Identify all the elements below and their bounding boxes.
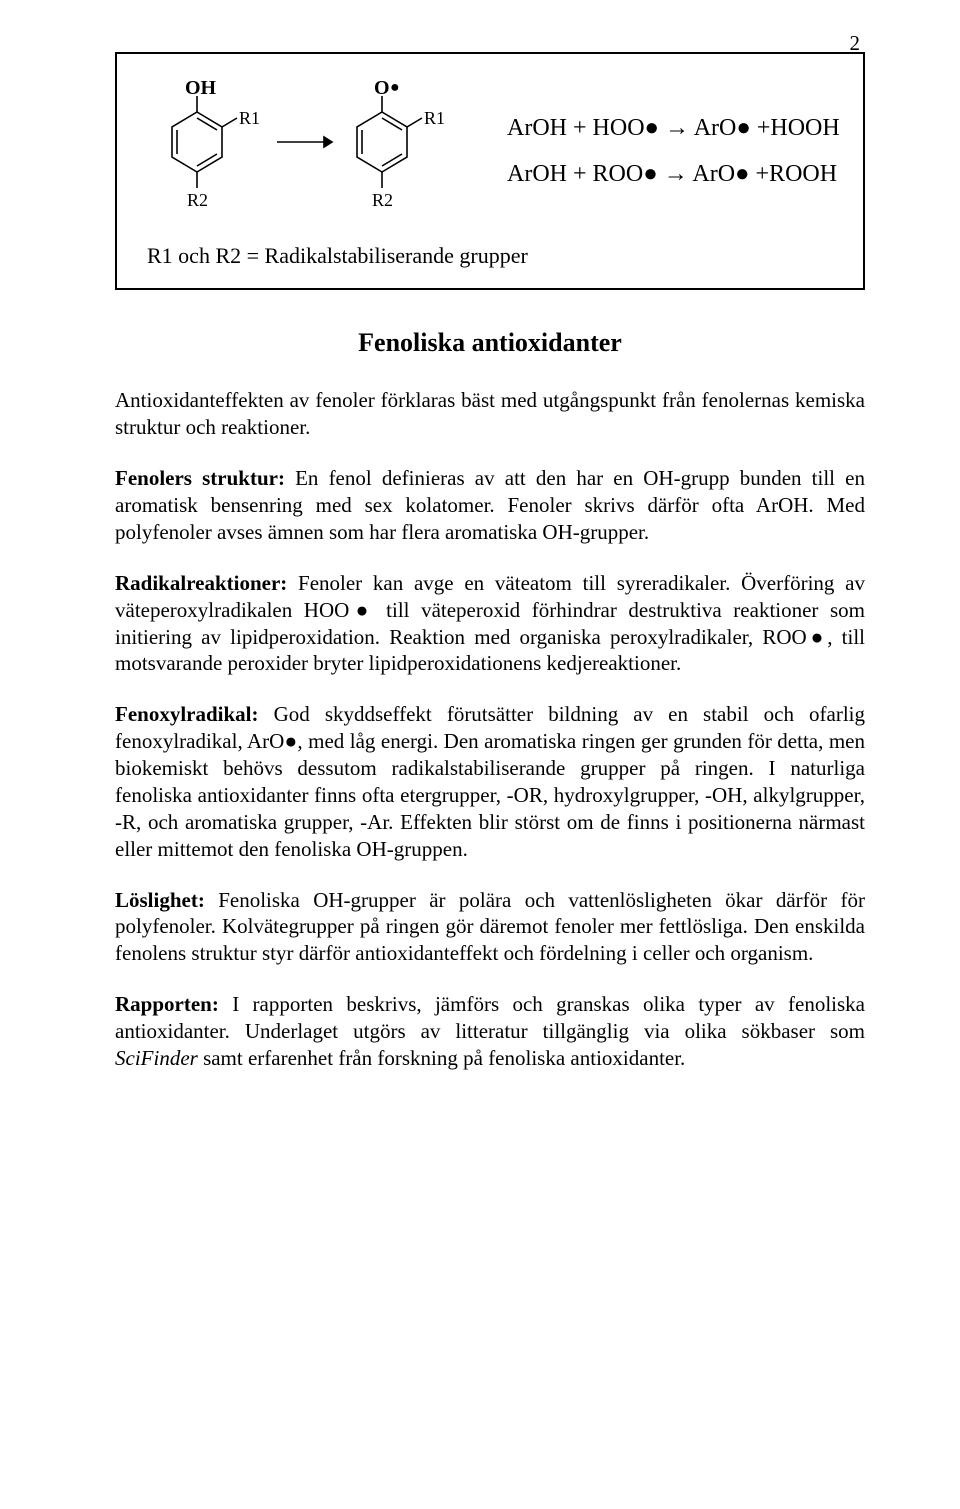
mol2-o-label: O xyxy=(374,77,390,99)
mol1-oh-label: OH xyxy=(185,77,217,99)
scheme-top-row: OH R1 R2 xyxy=(137,72,843,232)
paragraph-rapporten: Rapporten: I rapporten beskrivs, jämförs… xyxy=(115,991,865,1072)
paragraph-loslighet: Löslighet: Fenoliska OH-grupper är polär… xyxy=(115,887,865,968)
lead-rapporten: Rapporten: xyxy=(115,992,219,1016)
paragraph-intro: Antioxidanteffekten av fenoler förklaras… xyxy=(115,387,865,441)
mol1-r2-label: R2 xyxy=(187,190,208,210)
lead-loslighet: Löslighet: xyxy=(115,888,205,912)
lead-radikalreaktioner: Radikalreaktioner: xyxy=(115,571,287,595)
body-loslighet: Fenoliska OH-grupper är polära och vatte… xyxy=(115,888,865,966)
equation-2: ArOH + ROO● → ArO● +ROOH xyxy=(507,152,840,198)
reaction-scheme-box: OH R1 R2 xyxy=(115,52,865,290)
mol2-radical-dot: ● xyxy=(390,79,400,96)
body-rapporten-1: I rapporten beskrivs, jämförs och gransk… xyxy=(115,992,865,1043)
lead-fenoxylradikal: Fenoxylradikal: xyxy=(115,702,259,726)
section-heading: Fenoliska antioxidanter xyxy=(115,326,865,359)
scheme-caption: R1 och R2 = Radikalstabiliserande gruppe… xyxy=(147,242,843,270)
body-rapporten-2: samt erfarenhet från forskning på fenoli… xyxy=(198,1046,686,1070)
paragraph-radikalreaktioner: Radikalreaktioner: Fenoler kan avge en v… xyxy=(115,570,865,678)
reaction-scheme-svg: OH R1 R2 xyxy=(137,72,467,232)
lead-struktur: Fenolers struktur: xyxy=(115,466,285,490)
scifinder-italic: SciFinder xyxy=(115,1046,198,1070)
mol2-r1-label: R1 xyxy=(424,108,445,128)
reaction-equations: ArOH + HOO● → ArO● +HOOH ArOH + ROO● → A… xyxy=(507,106,840,197)
equation-1: ArOH + HOO● → ArO● +HOOH xyxy=(507,106,840,152)
page-number: 2 xyxy=(850,30,861,57)
mol2-r2-label: R2 xyxy=(372,190,393,210)
paragraph-fenoxylradikal: Fenoxylradikal: God skyddseffekt förutsä… xyxy=(115,701,865,862)
mol1-r1-label: R1 xyxy=(239,108,260,128)
reaction-arrow xyxy=(277,137,332,147)
page: 2 xyxy=(0,0,960,1509)
paragraph-struktur: Fenolers struktur: En fenol definieras a… xyxy=(115,465,865,546)
